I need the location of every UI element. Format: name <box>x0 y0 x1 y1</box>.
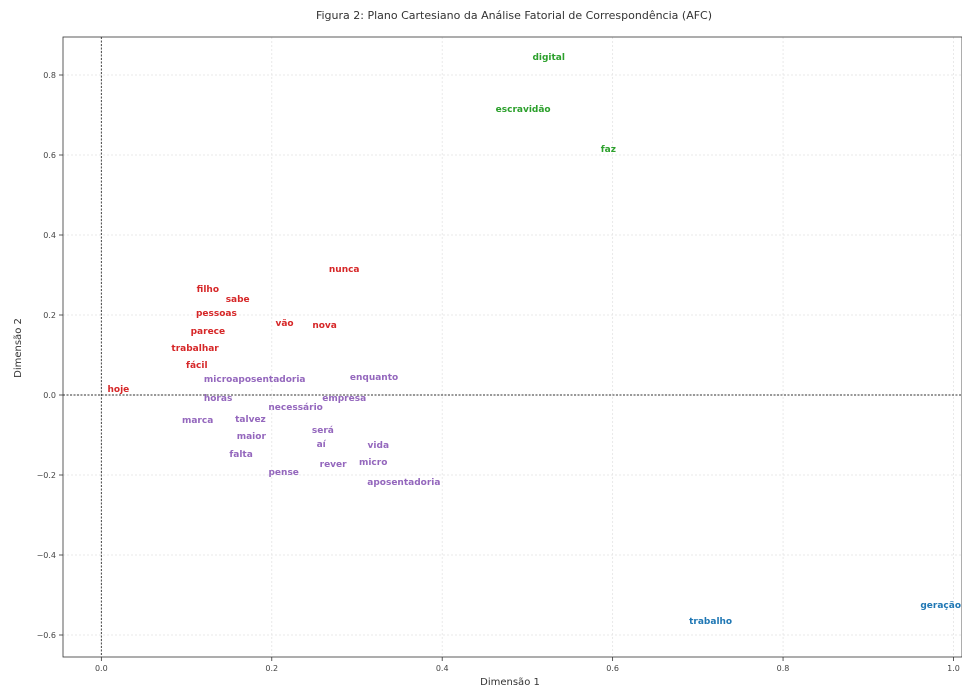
word-point: parece <box>191 327 226 337</box>
word-point: maior <box>237 432 267 442</box>
word-point: vão <box>275 319 293 329</box>
y-tick-label: −0.6 <box>37 631 56 640</box>
y-tick-label: 0.8 <box>43 71 56 80</box>
word-point: nova <box>312 321 337 331</box>
word-point: micro <box>359 458 387 468</box>
word-point: necessário <box>268 403 322 413</box>
word-point: filho <box>197 285 219 295</box>
x-tick-label: 0.0 <box>95 664 108 673</box>
x-tick-label: 0.8 <box>777 664 790 673</box>
word-point: horas <box>204 394 232 404</box>
word-point: pense <box>268 468 298 478</box>
y-tick-label: 0.6 <box>43 151 56 160</box>
x-tick-label: 0.6 <box>606 664 619 673</box>
y-tick-label: 0.4 <box>43 231 56 240</box>
word-point: faz <box>601 145 616 155</box>
plot-area-frame <box>62 36 962 658</box>
word-point: trabalhar <box>171 344 219 354</box>
word-point: enquanto <box>350 373 398 383</box>
x-tick-label: 0.2 <box>265 664 278 673</box>
x-axis-label: Dimensão 1 <box>480 677 540 688</box>
word-point: hoje <box>107 385 129 395</box>
word-point: escravidão <box>496 105 551 115</box>
y-tick-label: −0.4 <box>37 551 56 560</box>
word-point: fácil <box>186 361 208 371</box>
word-point: aí <box>317 440 327 450</box>
chart-title: Figura 2: Plano Cartesiano da Análise Fa… <box>316 9 712 22</box>
word-point: vida <box>368 441 389 451</box>
y-tick-label: 0.0 <box>43 391 56 400</box>
x-tick-label: 0.4 <box>436 664 449 673</box>
word-point: microaposentadoria <box>204 375 306 385</box>
word-point: aposentadoria <box>367 478 440 488</box>
word-point: será <box>312 426 334 436</box>
word-point: empresa <box>322 394 366 404</box>
word-point: marca <box>182 416 213 426</box>
word-point: nunca <box>329 265 360 275</box>
grid <box>63 37 962 657</box>
word-point: rever <box>320 460 348 470</box>
word-point: digital <box>532 53 565 63</box>
reference-lines <box>63 37 962 657</box>
x-tick-label: 1.0 <box>947 664 960 673</box>
word-point: falta <box>229 450 252 460</box>
word-point: trabalho <box>689 617 732 627</box>
y-axis-label: Dimensão 2 <box>13 318 24 378</box>
y-axis-ticks: −0.6 −0.4 −0.2 0.0 0.2 0.4 0.6 0.8 <box>37 71 63 640</box>
x-axis-ticks: 0.0 0.2 0.4 0.6 0.8 1.0 <box>95 657 960 673</box>
word-point: sabe <box>226 295 250 305</box>
y-tick-label: 0.2 <box>43 311 56 320</box>
word-labels: digital escravidão faz nunca filho sabe pessoa… <box>107 53 961 627</box>
word-point: geração <box>920 601 961 611</box>
word-point: talvez <box>235 415 266 425</box>
word-point: pessoas <box>196 309 237 319</box>
y-tick-label: −0.2 <box>37 471 56 480</box>
